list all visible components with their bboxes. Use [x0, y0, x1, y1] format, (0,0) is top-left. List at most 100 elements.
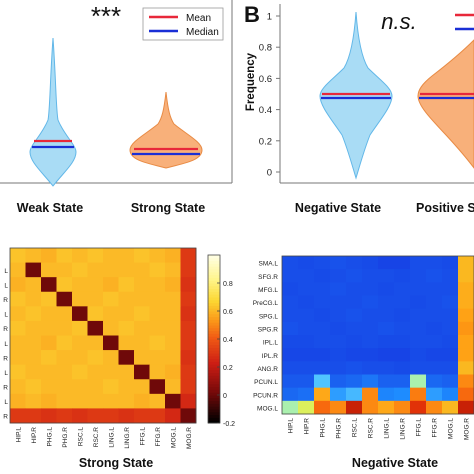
- x-tick-label: HIP.R: [31, 427, 38, 444]
- y-tick-label: L: [4, 312, 8, 319]
- heatmap-cell: [72, 306, 88, 322]
- colorbar-tick-label: 0.4: [223, 337, 233, 344]
- heatmap-cell: [10, 248, 26, 263]
- heatmap-cell: [87, 262, 104, 278]
- heatmap-cell: [72, 393, 88, 409]
- heatmap-cell: [330, 374, 347, 389]
- heatmap-cell: [458, 400, 474, 415]
- heatmap-cell: [458, 348, 474, 362]
- heatmap-cell: [103, 262, 119, 278]
- colorbar-segment: [208, 414, 220, 418]
- heatmap-cell: [378, 361, 395, 375]
- heatmap-cell: [134, 335, 150, 351]
- colorbar-segment: [208, 277, 220, 281]
- heatmap-cell: [378, 348, 395, 362]
- y-tick-label: SPG.R: [258, 326, 279, 333]
- heatmap-cell: [56, 262, 73, 278]
- colorbar-tick-label: 0.6: [223, 309, 233, 316]
- y-tick-label: R: [3, 355, 8, 362]
- heatmap-cell: [330, 400, 347, 415]
- colorbar-segment: [208, 355, 220, 360]
- heatmap-cell: [314, 282, 331, 296]
- colorbar-segment: [208, 347, 220, 351]
- colorbar-segment: [208, 280, 220, 284]
- colorbar-segment: [208, 274, 220, 278]
- y-tick-label: ANG.R: [257, 366, 278, 373]
- heatmap-cell: [362, 361, 379, 375]
- heatmap-cell: [25, 379, 42, 395]
- heatmap-cell: [103, 393, 119, 409]
- colorbar-tick-label: 0.8: [223, 281, 233, 288]
- heatmap-cell: [134, 393, 150, 409]
- y-tick-label: L: [4, 282, 8, 289]
- y-tick-label: 1: [267, 12, 272, 23]
- colorbar-segment: [208, 403, 220, 407]
- colorbar-segment: [208, 311, 220, 315]
- heatmap-cell: [330, 256, 347, 270]
- heatmap-cell: [362, 321, 379, 336]
- heatmap-strong-title: Strong State: [79, 456, 153, 470]
- heatmap-cell: [103, 408, 119, 424]
- heatmap-cell: [56, 408, 73, 424]
- heatmap-cell: [410, 361, 427, 375]
- heatmap-cell: [103, 364, 119, 380]
- heatmap-cell: [118, 350, 135, 366]
- heatmap-cell: [87, 306, 104, 322]
- heatmap-cell: [426, 348, 443, 362]
- heatmap-cell: [41, 393, 57, 409]
- heatmap-cell: [180, 262, 197, 278]
- colorbar-segment: [208, 305, 220, 309]
- heatmap-cell: [41, 277, 57, 293]
- violin-strong-state: [129, 91, 203, 169]
- heatmap-cell: [10, 291, 26, 307]
- heatmap-cell: [378, 269, 395, 283]
- colorbar-segment: [208, 299, 220, 304]
- heatmap-cell: [378, 321, 395, 336]
- panel-b-y-ticks: 0 0.2 0.4 0.6 0.8 1: [259, 12, 280, 179]
- heatmap-cell: [442, 282, 459, 296]
- heatmap-cell: [362, 256, 379, 270]
- y-tick-label: SMA.L: [258, 261, 278, 268]
- heatmap-cell: [56, 379, 73, 395]
- heatmap-cell: [134, 320, 150, 336]
- heatmap-cell: [72, 291, 88, 307]
- heatmap-cell: [298, 269, 315, 283]
- x-tick-label: PHG.R: [62, 427, 69, 448]
- x-tick-label: HIP.L: [15, 427, 22, 443]
- heatmap-cell: [442, 387, 459, 402]
- heatmap-cell: [378, 374, 395, 389]
- heatmap-cell: [118, 291, 135, 307]
- colorbar-segment: [208, 397, 220, 402]
- colorbar-segment: [208, 269, 220, 273]
- panel-b: B n.s. Frequency 0 0.2 0.4 0.6 0.8 1 Negative…: [244, 2, 474, 215]
- heatmap-cell: [298, 374, 315, 389]
- heatmap-cell: [282, 256, 299, 270]
- y-tick-label: L: [4, 370, 8, 377]
- heatmap-cell: [56, 350, 73, 366]
- heatmap-cell: [330, 348, 347, 362]
- heatmap-cell: [25, 408, 42, 424]
- heatmap-cell: [298, 256, 315, 270]
- heatmap-cell: [442, 256, 459, 270]
- colorbar-segment: [208, 297, 220, 301]
- heatmap-cell: [103, 291, 119, 307]
- heatmap-cell: [10, 277, 26, 293]
- heatmap-cell: [134, 379, 150, 395]
- heatmap-cell: [118, 277, 135, 293]
- heatmap-cell: [394, 321, 411, 336]
- heatmap-cell: [41, 379, 57, 395]
- heatmap-cell: [56, 306, 73, 322]
- x-tick-label: PHG.L: [320, 418, 327, 438]
- heatmap-cell: [346, 361, 363, 375]
- heatmap-negative-state: SMA.L SFG.R MFG.L PreCG.L SPG.L SPG.R IPL.L IPL…: [253, 255, 474, 470]
- y-tick-label: MOG.L: [257, 405, 278, 412]
- heatmap-cell: [426, 256, 443, 270]
- y-tick-label: L: [4, 399, 8, 406]
- heatmap-cell: [10, 350, 26, 366]
- heatmap-cell: [458, 269, 474, 283]
- heatmap-cell: [103, 248, 119, 263]
- heatmap-cell: [180, 291, 197, 307]
- heatmap-cell: [426, 282, 443, 296]
- heatmap-cell: [72, 408, 88, 424]
- colorbar-segment: [208, 358, 220, 362]
